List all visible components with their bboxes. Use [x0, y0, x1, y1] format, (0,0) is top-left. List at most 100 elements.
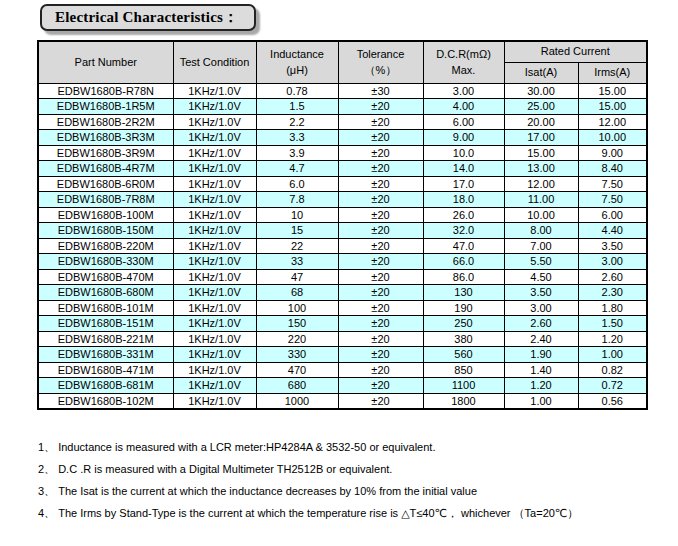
table-row: EDBW1680B-3R9M1KHz/1.0V3.9±2010.015.009.… — [38, 145, 647, 161]
tolerance-cell: ±20 — [338, 176, 423, 192]
tolerance-cell: ±20 — [338, 331, 423, 347]
part-number-cell: EDBW1680B-221M — [38, 331, 173, 347]
test-condition-cell: 1KHz/1.0V — [173, 176, 256, 192]
col-header-test-condition: Test Condition — [173, 41, 256, 83]
footnote: 3、 The Isat is the current at which the … — [38, 485, 658, 497]
dcr-max-cell: 47.0 — [423, 238, 504, 254]
part-number-cell: EDBW1680B-2R2M — [38, 114, 173, 130]
isat-cell: 1.00 — [504, 393, 578, 409]
part-number-cell: EDBW1680B-330M — [38, 254, 173, 270]
isat-cell: 13.00 — [504, 161, 578, 177]
isat-cell: 11.00 — [504, 192, 578, 208]
inductance-cell: 470 — [256, 362, 338, 378]
irms-cell: 15.00 — [578, 99, 647, 115]
tolerance-cell: ±20 — [338, 378, 423, 394]
isat-cell: 30.00 — [504, 83, 578, 99]
test-condition-cell: 1KHz/1.0V — [173, 207, 256, 223]
irms-cell: 1.20 — [578, 331, 647, 347]
footnote: 4、 The Irms by Stand-Type is the current… — [38, 507, 658, 519]
inductance-cell: 6.0 — [256, 176, 338, 192]
test-condition-cell: 1KHz/1.0V — [173, 378, 256, 394]
table-header: Part Number Test Condition Inductance (μ… — [38, 41, 647, 83]
table-row: EDBW1680B-6R0M1KHz/1.0V6.0±2017.012.007.… — [38, 176, 647, 192]
irms-cell: 0.56 — [578, 393, 647, 409]
col-header-dcr-max: Max. — [426, 62, 502, 78]
test-condition-cell: 1KHz/1.0V — [173, 192, 256, 208]
part-number-cell: EDBW1680B-3R3M — [38, 130, 173, 146]
irms-cell: 1.50 — [578, 316, 647, 332]
col-header-dcr-label: D.C.R(mΩ) — [426, 46, 502, 62]
irms-cell: 8.40 — [578, 161, 647, 177]
inductance-cell: 47 — [256, 269, 338, 285]
isat-cell: 15.00 — [504, 145, 578, 161]
inductance-cell: 15 — [256, 223, 338, 239]
table-row: EDBW1680B-151M1KHz/1.0V150±202502.601.50 — [38, 316, 647, 332]
tolerance-cell: ±20 — [338, 192, 423, 208]
part-number-cell: EDBW1680B-680M — [38, 285, 173, 301]
inductance-cell: 22 — [256, 238, 338, 254]
col-header-dcr: D.C.R(mΩ) Max. — [423, 41, 504, 83]
part-number-cell: EDBW1680B-100M — [38, 207, 173, 223]
tolerance-cell: ±20 — [338, 99, 423, 115]
dcr-max-cell: 17.0 — [423, 176, 504, 192]
dcr-max-cell: 32.0 — [423, 223, 504, 239]
irms-cell: 1.80 — [578, 300, 647, 316]
col-header-tolerance-label: Tolerance — [341, 46, 421, 62]
section-title-box: Electrical Characteristics： — [40, 4, 256, 31]
table-row: EDBW1680B-2R2M1KHz/1.0V2.2±206.0020.0012… — [38, 114, 647, 130]
tolerance-cell: ±20 — [338, 254, 423, 270]
irms-cell: 3.50 — [578, 238, 647, 254]
table-row: EDBW1680B-4R7M1KHz/1.0V4.7±2014.013.008.… — [38, 161, 647, 177]
part-number-cell: EDBW1680B-1R5M — [38, 99, 173, 115]
dcr-max-cell: 250 — [423, 316, 504, 332]
table-row: EDBW1680B-100M1KHz/1.0V10±2026.010.006.0… — [38, 207, 647, 223]
test-condition-cell: 1KHz/1.0V — [173, 331, 256, 347]
test-condition-cell: 1KHz/1.0V — [173, 161, 256, 177]
notes-list: 1、 Inductance is measured with a LCR met… — [38, 441, 658, 529]
col-header-tolerance-unit: （%） — [341, 62, 421, 78]
col-header-part-number: Part Number — [38, 41, 173, 83]
table-row: EDBW1680B-680M1KHz/1.0V68±201303.502.30 — [38, 285, 647, 301]
table-row: EDBW1680B-7R8M1KHz/1.0V7.8±2018.011.007.… — [38, 192, 647, 208]
dcr-max-cell: 560 — [423, 347, 504, 363]
dcr-max-cell: 190 — [423, 300, 504, 316]
tolerance-cell: ±20 — [338, 238, 423, 254]
tolerance-cell: ±20 — [338, 300, 423, 316]
test-condition-cell: 1KHz/1.0V — [173, 83, 256, 99]
isat-cell: 1.20 — [504, 378, 578, 394]
test-condition-cell: 1KHz/1.0V — [173, 223, 256, 239]
test-condition-cell: 1KHz/1.0V — [173, 99, 256, 115]
table-row: EDBW1680B-221M1KHz/1.0V220±203802.401.20 — [38, 331, 647, 347]
isat-cell: 20.00 — [504, 114, 578, 130]
dcr-max-cell: 9.00 — [423, 130, 504, 146]
dcr-max-cell: 850 — [423, 362, 504, 378]
dcr-max-cell: 66.0 — [423, 254, 504, 270]
col-header-inductance: Inductance (μH) — [256, 41, 338, 83]
table-body: EDBW1680B-R78N1KHz/1.0V0.78±303.0030.001… — [38, 83, 647, 409]
part-number-cell: EDBW1680B-4R7M — [38, 161, 173, 177]
isat-cell: 2.40 — [504, 331, 578, 347]
isat-cell: 5.50 — [504, 254, 578, 270]
inductance-cell: 680 — [256, 378, 338, 394]
irms-cell: 7.50 — [578, 192, 647, 208]
dcr-max-cell: 26.0 — [423, 207, 504, 223]
dcr-max-cell: 130 — [423, 285, 504, 301]
irms-cell: 10.00 — [578, 130, 647, 146]
tolerance-cell: ±20 — [338, 223, 423, 239]
inductance-cell: 100 — [256, 300, 338, 316]
tolerance-cell: ±20 — [338, 316, 423, 332]
isat-cell: 8.00 — [504, 223, 578, 239]
part-number-cell: EDBW1680B-151M — [38, 316, 173, 332]
inductance-cell: 2.2 — [256, 114, 338, 130]
part-number-cell: EDBW1680B-101M — [38, 300, 173, 316]
irms-cell: 4.40 — [578, 223, 647, 239]
isat-cell: 1.90 — [504, 347, 578, 363]
section-title: Electrical Characteristics： — [55, 8, 238, 27]
irms-cell: 7.50 — [578, 176, 647, 192]
part-number-cell: EDBW1680B-331M — [38, 347, 173, 363]
tolerance-cell: ±20 — [338, 347, 423, 363]
isat-cell: 2.60 — [504, 316, 578, 332]
table-row: EDBW1680B-3R3M1KHz/1.0V3.3±209.0017.0010… — [38, 130, 647, 146]
dcr-max-cell: 14.0 — [423, 161, 504, 177]
dcr-max-cell: 86.0 — [423, 269, 504, 285]
